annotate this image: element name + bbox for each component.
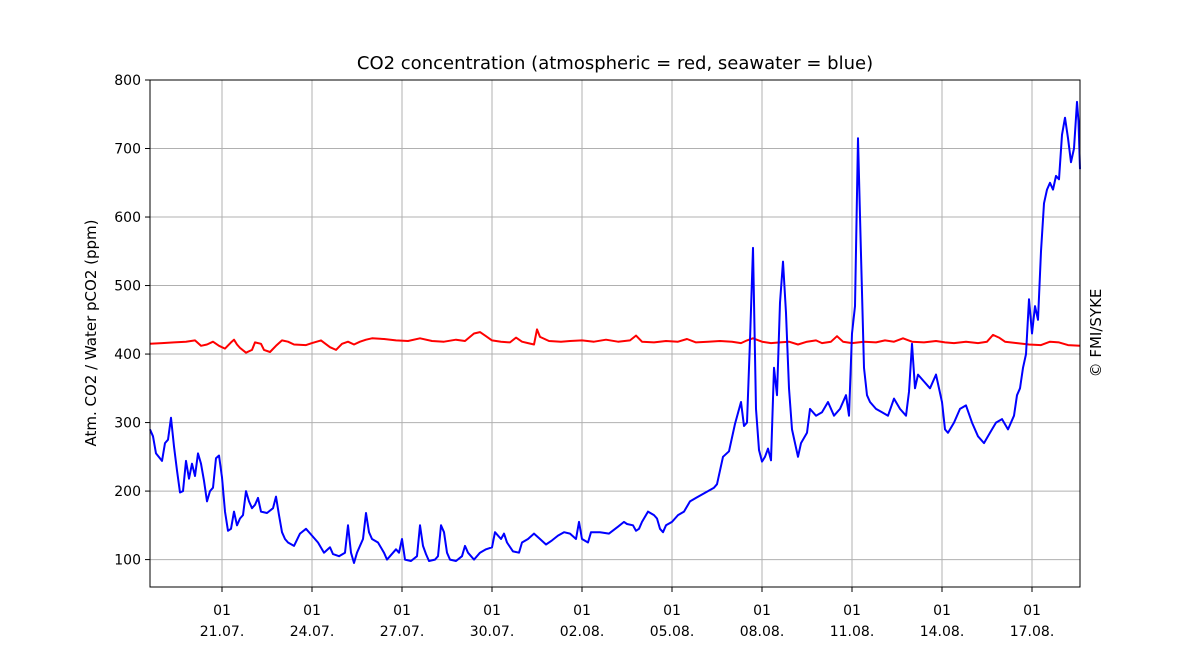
y-tick-label: 500 [114,279,141,295]
y-axis-label: Atm. CO2 / Water pCO2 (ppm) [82,219,100,446]
x-tick-label-hour: 01 [483,603,501,619]
y-axis: 100 200 300 400 500 600 700 800 [114,73,150,569]
x-tick-label-date: 21.07. [200,624,245,640]
x-tick-label-date: 14.08. [920,624,965,640]
y-tick-label: 300 [114,416,141,432]
x-tick-label-date: 27.07. [380,624,425,640]
x-tick-label-hour: 01 [213,603,231,619]
x-tick-label-hour: 01 [933,603,951,619]
copyright-credit: © FMI/SYKE [1087,289,1105,378]
y-tick-label: 800 [114,73,141,89]
x-tick-label-date: 11.08. [830,624,875,640]
x-tick-label-hour: 01 [843,603,861,619]
x-axis: 01 21.07. 01 24.07. 01 27.07. 01 30.07. 01 02.08.… [200,587,1055,640]
atmospheric-co2-line [149,328,1081,354]
x-tick-label-hour: 01 [303,603,321,619]
x-tick-label-hour: 01 [663,603,681,619]
x-tick-label-hour: 01 [1023,603,1041,619]
x-tick-label-date: 05.08. [650,624,695,640]
x-tick-label-hour: 01 [573,603,591,619]
x-tick-label-hour: 01 [753,603,771,619]
x-tick-label-date: 08.08. [740,624,785,640]
y-tick-label: 700 [114,142,141,158]
chart-title: CO2 concentration (atmospheric = red, se… [357,53,873,74]
x-tick-label-date: 02.08. [560,624,605,640]
seawater-pco2-line [149,100,1081,564]
x-tick-label-date: 17.08. [1010,624,1055,640]
plot-frame [149,79,1081,588]
grid [150,79,1080,587]
y-tick-label: 400 [114,347,141,363]
series-group [149,100,1081,564]
x-tick-label-date: 24.07. [290,624,335,640]
y-tick-label: 200 [114,484,141,500]
y-tick-label: 100 [114,553,141,569]
y-tick-label: 600 [114,210,141,226]
x-tick-label-date: 30.07. [470,624,515,640]
x-tick-label-hour: 01 [393,603,411,619]
